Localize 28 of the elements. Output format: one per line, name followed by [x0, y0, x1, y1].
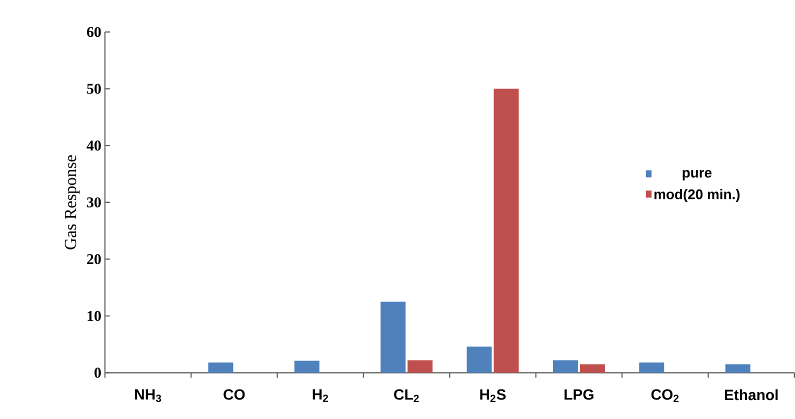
- x-tick-label: CO: [224, 389, 245, 400]
- bar: [408, 360, 433, 373]
- x-tick-label: CL$_{2}$: [394, 389, 419, 402]
- bar: [552, 360, 578, 373]
- y-tick-label: 30: [87, 197, 101, 208]
- bar: [294, 360, 320, 373]
- y-tick-label: 50: [87, 84, 101, 94]
- bar: [494, 88, 519, 373]
- y-tick-label: 40: [86, 140, 101, 151]
- bar: [466, 346, 492, 373]
- bar: [639, 362, 664, 373]
- x-tick-label: H$_{2}$S: [480, 389, 506, 402]
- bar: [208, 362, 234, 373]
- legend-label: mod(20 min.): [654, 189, 740, 202]
- y-tick-label: 60: [86, 27, 101, 38]
- bar: [380, 302, 406, 373]
- y-axis-title: Gas Response: [64, 155, 80, 250]
- x-tick-label: CO$_{2}$: [651, 389, 679, 402]
- x-tick-label: NH$_{3}$: [135, 389, 162, 402]
- x-tick-label: Ethanol: [724, 389, 778, 400]
- bar: [725, 364, 750, 373]
- bar: [580, 364, 605, 373]
- legend-label: pure: [682, 170, 712, 181]
- y-tick-label: 10: [88, 311, 101, 322]
- x-tick-label: H$_{2}$: [312, 389, 328, 402]
- y-tick-label: 0: [94, 368, 101, 378]
- x-tick-label: LPG: [564, 389, 594, 400]
- y-tick-label: 20: [87, 254, 101, 264]
